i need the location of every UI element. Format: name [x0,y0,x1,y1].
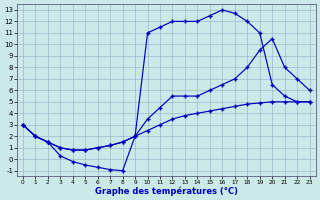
X-axis label: Graphe des températures (°C): Graphe des températures (°C) [95,186,238,196]
